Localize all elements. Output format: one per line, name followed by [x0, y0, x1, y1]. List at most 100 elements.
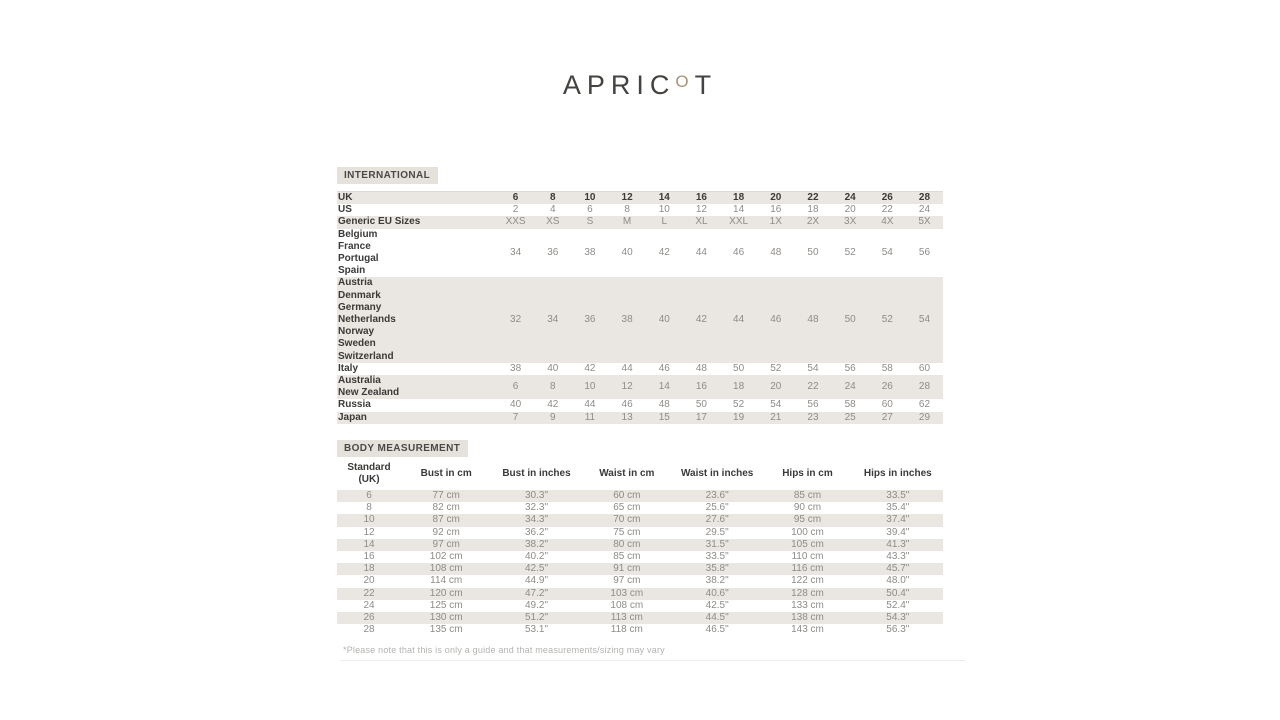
measurement-column-header: Waist in inches: [680, 467, 754, 479]
size-value: 42: [695, 314, 707, 326]
size-value: 6: [512, 381, 519, 393]
size-value: 54: [807, 362, 819, 374]
size-value: 46: [621, 399, 633, 411]
size-value: 60: [881, 399, 893, 411]
size-row: Austria Denmark Germany Netherlands Norway Sw…: [337, 277, 943, 363]
size-value: 16: [695, 192, 707, 203]
size-value: 50: [844, 314, 856, 326]
size-value: 58: [881, 362, 893, 374]
size-row: Italy 38 40 42 44 46 48 50 52 54 56 58 60: [337, 363, 943, 375]
size-value: 28: [918, 381, 931, 393]
measurement-value: 35.4": [886, 502, 910, 514]
measurement-value: 108 cm: [610, 599, 644, 611]
size-value: 58: [844, 399, 856, 411]
measurement-value: 33.5": [886, 490, 910, 501]
measurement-value: 28: [363, 624, 375, 636]
size-value: 40: [658, 314, 670, 326]
measurement-value: 85 cm: [613, 551, 641, 563]
measurement-value: 22: [363, 587, 375, 599]
size-value: 27: [881, 411, 893, 423]
measurement-value: 97 cm: [613, 575, 641, 587]
measurement-value: 38.2": [705, 575, 729, 587]
size-value: 40: [547, 362, 559, 374]
size-value: 1X: [769, 216, 782, 228]
logo-text-prefix: APRIC: [562, 70, 676, 100]
measurement-value: 128 cm: [791, 587, 824, 599]
size-value: 38: [510, 362, 522, 374]
measurement-value: 39.4": [886, 526, 910, 538]
size-value: M: [622, 216, 632, 228]
size-value: 3X: [844, 216, 857, 228]
measurement-row: 24 125 cm 49.2" 108 cm 42.5" 133 cm 52.4": [337, 600, 943, 612]
size-value: 26: [881, 192, 893, 203]
size-value: 46: [733, 246, 745, 258]
measurement-row: 20 114 cm 44.9" 97 cm 38.2" 122 cm 48.0": [337, 575, 943, 587]
measurement-value: 82 cm: [432, 502, 460, 514]
measurement-value: 113 cm: [610, 612, 643, 624]
size-value: 52: [881, 314, 893, 326]
size-value: 10: [658, 204, 670, 216]
size-value: 25: [844, 411, 856, 423]
size-value: 19: [733, 411, 745, 423]
measurement-value: 47.2": [524, 587, 548, 599]
size-value: 23: [807, 411, 819, 423]
measurement-value: 23.6": [705, 490, 729, 501]
size-value: 18: [733, 381, 745, 393]
measurement-value: 135 cm: [429, 624, 463, 636]
measurement-value: 92 cm: [432, 526, 460, 538]
size-value: 56: [844, 362, 856, 374]
measurement-value: 87 cm: [432, 514, 460, 526]
measurement-value: 118 cm: [610, 624, 643, 636]
measurement-column-header: Hips in inches: [863, 467, 932, 479]
size-row: UK 6 8 10 12 14 16 18 20 22 24 26 28: [337, 192, 943, 205]
measurement-value: 40.6": [705, 587, 729, 599]
size-value: 20: [844, 204, 856, 216]
measurement-value: 10: [363, 514, 375, 526]
measurement-value: 6: [366, 490, 372, 501]
measurement-value: 70 cm: [613, 514, 641, 526]
measurement-value: 33.5": [705, 551, 729, 563]
measurement-value: 44.9": [524, 575, 548, 587]
size-value: 14: [658, 192, 670, 203]
measurement-column-header: Hips in cm: [782, 467, 833, 479]
size-value: 22: [807, 192, 819, 203]
size-value: 10: [584, 192, 596, 203]
size-value: 42: [658, 246, 670, 258]
measurement-value: 51.2": [524, 612, 548, 624]
size-value: 10: [584, 381, 596, 393]
size-value: 4X: [881, 216, 894, 228]
measurement-value: 37.4": [886, 514, 910, 526]
size-value: 42: [547, 399, 559, 411]
measurement-value: 40.2": [524, 551, 548, 563]
size-value: 8: [549, 192, 556, 203]
logo-text-suffix: T: [694, 70, 718, 100]
measurement-value: 120 cm: [429, 587, 463, 599]
measurement-value: 125 cm: [429, 599, 463, 611]
country-label: Austria Denmark Germany Netherlands Norway Sw…: [338, 277, 396, 362]
size-value: 11: [584, 411, 596, 423]
measurement-value: 42.5": [705, 599, 729, 611]
size-value: 48: [770, 246, 782, 258]
size-value: 46: [658, 362, 670, 374]
measurement-value: 108 cm: [429, 563, 463, 575]
measurement-row: 22 120 cm 47.2" 103 cm 40.6" 128 cm 50.4": [337, 587, 943, 600]
size-value: 12: [621, 381, 633, 393]
size-value: 44: [733, 314, 745, 326]
size-value: 20: [770, 381, 782, 393]
size-value: 28: [918, 192, 931, 203]
measurement-value: 18: [363, 563, 375, 575]
measurement-row: 26 130 cm 51.2" 113 cm 44.5" 138 cm 54.3": [337, 612, 943, 625]
country-label: Australia New Zealand: [338, 375, 400, 399]
size-value: 38: [621, 314, 633, 326]
measurement-value: 91 cm: [613, 563, 641, 575]
measurement-value: 29.5": [705, 526, 729, 538]
measurement-value: 110 cm: [791, 551, 824, 563]
size-value: 62: [918, 399, 931, 411]
measurement-value: 43.3": [886, 551, 910, 563]
measurement-value: 16: [363, 551, 375, 563]
size-value: 52: [844, 246, 856, 258]
size-value: 5X: [918, 216, 931, 228]
size-value: 8: [549, 381, 556, 393]
measurement-value: 46.5": [705, 624, 729, 636]
